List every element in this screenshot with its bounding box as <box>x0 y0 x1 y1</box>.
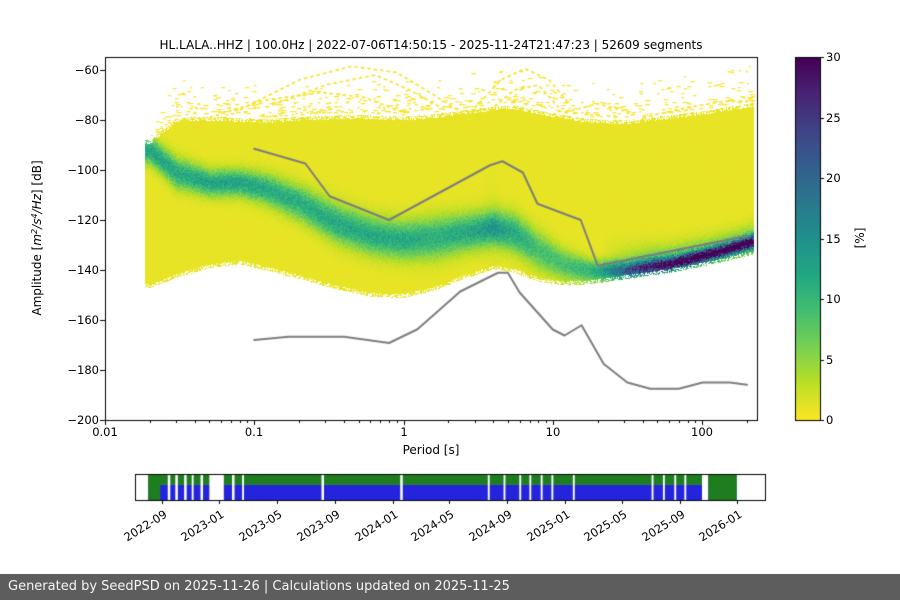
y-tick-label: −180 <box>67 363 99 377</box>
y-tick-label: −120 <box>67 213 99 227</box>
colorbar-tick-label: 10 <box>826 292 841 306</box>
x-axis-label: Period [s] <box>402 443 460 457</box>
figure-title: HL.LALA..HHZ | 100.0Hz | 2022-07-06T14:5… <box>159 38 703 52</box>
y-tick-label: −100 <box>67 163 99 177</box>
colorbar-tick-label: 30 <box>826 50 841 64</box>
colorbar-tick-label: 0 <box>826 413 834 427</box>
y-tick-label: −140 <box>67 263 99 277</box>
colorbar-label: [%] <box>853 227 867 249</box>
y-tick-label: −160 <box>67 313 99 327</box>
x-tick-label: 100 <box>691 425 713 439</box>
colorbar-tick-label: 15 <box>826 232 841 246</box>
y-tick-label: −60 <box>74 63 99 77</box>
footer-bar: Generated by SeedPSD on 2025-11-26 | Cal… <box>0 574 900 600</box>
colorbar-tick-label: 25 <box>826 111 841 125</box>
y-tick-label: −200 <box>67 413 99 427</box>
x-tick-label: 0.1 <box>244 425 264 439</box>
x-tick-label: 0.01 <box>92 425 118 439</box>
colorbar-tick-label: 20 <box>826 171 841 185</box>
y-tick-label: −80 <box>74 113 99 127</box>
x-tick-label: 1 <box>400 425 408 439</box>
x-tick-label: 10 <box>545 425 561 439</box>
y-axis-label: Amplitude [m2/s4/Hz] [dB] <box>30 160 44 316</box>
colorbar-tick-label: 5 <box>826 353 834 367</box>
footer-text: Generated by SeedPSD on 2025-11-26 | Cal… <box>8 579 510 594</box>
